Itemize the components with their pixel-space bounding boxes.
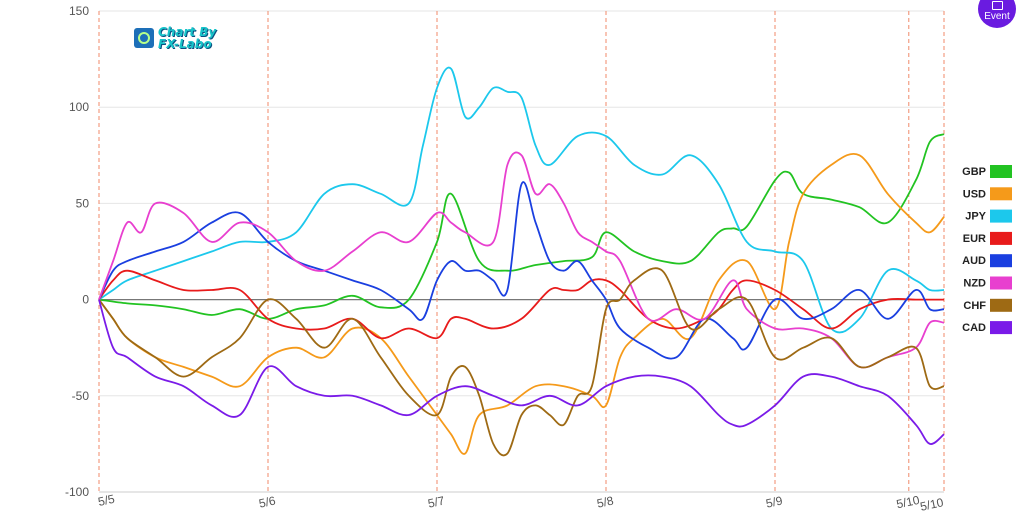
legend-swatch — [990, 254, 1012, 268]
y-tick-label: 100 — [69, 100, 89, 114]
legend-label: JPY — [965, 211, 986, 223]
x-tick-label: 5/9 — [765, 493, 785, 510]
legend-item-eur[interactable]: EUR — [963, 231, 1012, 245]
x-tick-label: 5/6 — [258, 493, 278, 510]
logo-chart-icon — [134, 28, 154, 48]
x-tick-label: 5/8 — [596, 493, 616, 510]
legend-item-usd[interactable]: USD — [963, 187, 1012, 201]
x-tick-label: 5/7 — [427, 493, 447, 510]
legend-label: CAD — [962, 322, 986, 334]
legend-swatch — [990, 165, 1012, 178]
event-button-label: Event — [984, 11, 1010, 22]
legend-item-gbp[interactable]: GBP — [962, 165, 1012, 178]
legend-item-jpy[interactable]: JPY — [965, 209, 1012, 223]
legend-label: GBP — [962, 166, 986, 178]
y-tick-label: 150 — [69, 4, 89, 18]
series-line-cad — [98, 299, 945, 445]
x-tick-label: 5/5 — [97, 492, 117, 509]
legend-label: USD — [963, 188, 986, 200]
chart-by-fx-labo-logo: Chart By FX-Labo — [134, 26, 216, 50]
legend-item-nzd[interactable]: NZD — [963, 276, 1012, 290]
logo-line-2: FX-Labo — [158, 37, 212, 51]
calendar-icon — [991, 1, 1003, 10]
legend-label: CHF — [963, 300, 986, 312]
legend-label: EUR — [963, 233, 986, 245]
legend-item-chf[interactable]: CHF — [963, 298, 1012, 312]
series-line-jpy — [98, 66, 945, 334]
legend-item-aud[interactable]: AUD — [962, 254, 1012, 268]
legend-swatch — [990, 231, 1012, 245]
x-axis: 5/5 5/6 5/7 5/8 5/9 5/105/10 — [97, 492, 945, 514]
series-lines — [98, 66, 945, 457]
legend-swatch — [990, 187, 1012, 201]
logo-line-1: Chart By — [158, 25, 217, 39]
x-tick-label: 5/10 — [919, 495, 945, 514]
series-line-chf — [98, 267, 945, 457]
y-tick-label: -50 — [72, 389, 90, 403]
series-line-gbp — [98, 133, 945, 320]
x-tick-label: 5/10 — [895, 493, 921, 512]
series-line-nzd — [98, 151, 945, 369]
legend-swatch — [990, 209, 1012, 223]
y-tick-label: 0 — [82, 293, 89, 307]
y-tick-label: -100 — [65, 485, 89, 499]
series-line-aud — [98, 181, 945, 360]
legend-label: AUD — [962, 255, 986, 267]
legend[interactable]: GBP USD JPY EUR AUD NZD CHF CAD — [962, 165, 1012, 335]
series-line-eur — [98, 269, 944, 340]
y-axis: 150 100 50 0 -50 -100 — [65, 4, 89, 499]
legend-swatch — [990, 321, 1012, 335]
legend-swatch — [990, 298, 1012, 312]
event-lines — [98, 11, 945, 492]
legend-swatch — [990, 276, 1012, 290]
legend-label: NZD — [963, 278, 986, 290]
grid-lines — [99, 10, 944, 493]
legend-item-cad[interactable]: CAD — [962, 321, 1012, 335]
series-line-usd — [98, 152, 945, 455]
y-tick-label: 50 — [76, 196, 90, 210]
logo-text: Chart By FX-Labo — [158, 26, 216, 50]
